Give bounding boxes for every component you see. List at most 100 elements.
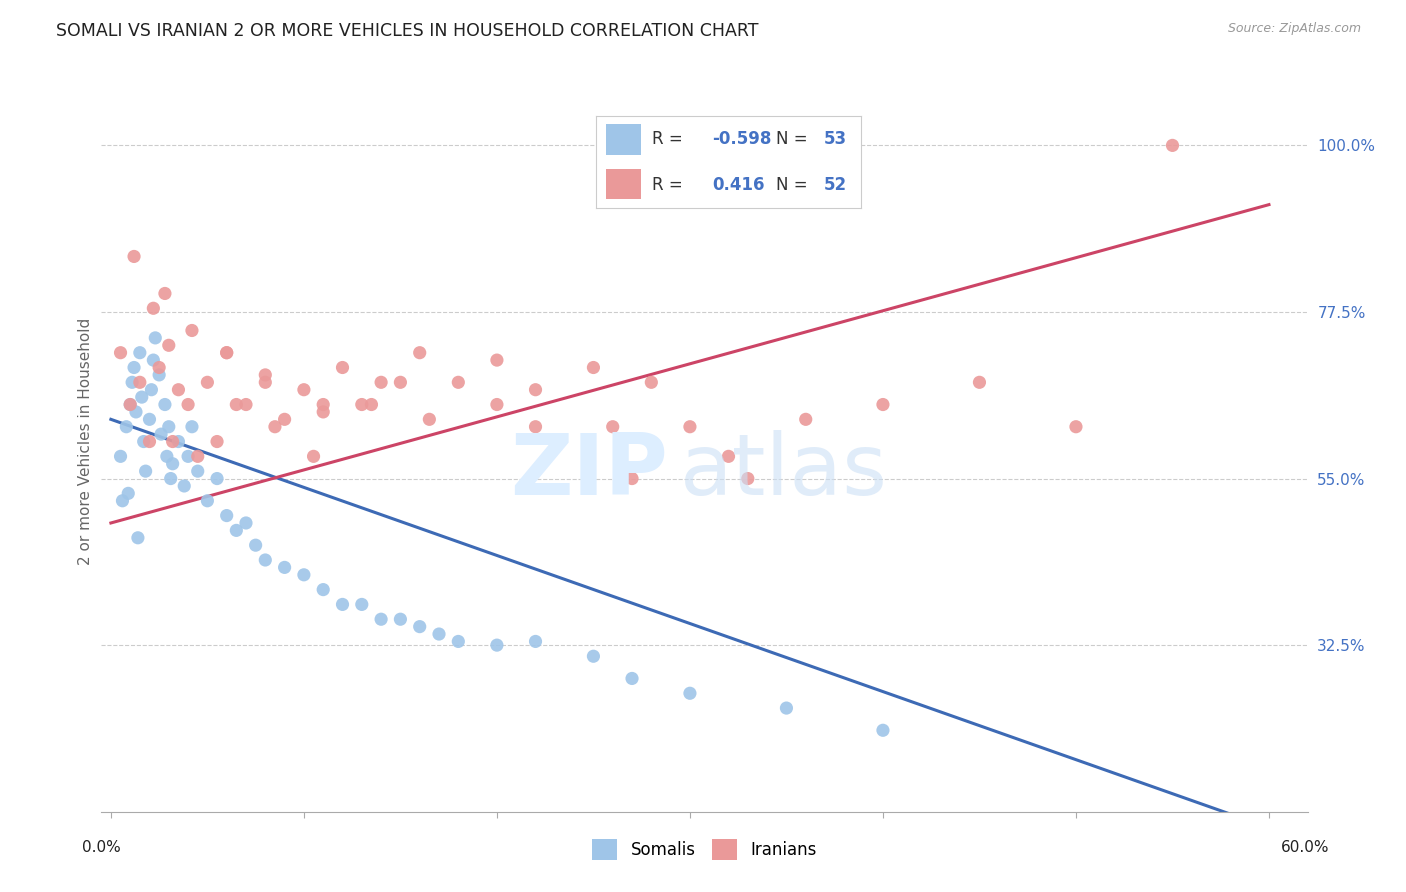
Point [332, 360, 354, 375]
Legend: Somalis, Iranians: Somalis, Iranians [585, 832, 824, 866]
Point [264, 419, 287, 434]
Point [215, 345, 238, 359]
Point [110, 450, 132, 464]
Point [360, 398, 382, 412]
Point [370, 612, 392, 626]
Point [143, 331, 166, 345]
Point [225, 524, 247, 538]
Point [737, 472, 759, 486]
Point [138, 434, 160, 449]
Point [389, 612, 412, 626]
Point [156, 450, 179, 464]
Point [142, 301, 165, 316]
Point [794, 412, 817, 426]
Point [128, 376, 150, 390]
Text: Source: ZipAtlas.com: Source: ZipAtlas.com [1227, 22, 1361, 36]
Point [485, 353, 508, 368]
Point [312, 398, 335, 412]
Point [872, 398, 894, 412]
Point [153, 398, 176, 412]
Point [162, 457, 184, 471]
Point [122, 250, 145, 264]
Text: atlas: atlas [681, 430, 889, 513]
Point [141, 383, 163, 397]
Point [409, 345, 432, 359]
Point [111, 493, 134, 508]
Point [157, 419, 180, 434]
Point [120, 398, 142, 412]
Point [187, 450, 209, 464]
Point [350, 598, 373, 612]
Point [197, 376, 219, 390]
Point [1064, 419, 1087, 434]
Point [117, 486, 139, 500]
Point [485, 398, 508, 412]
Point [138, 412, 160, 426]
Point [621, 472, 644, 486]
Point [142, 353, 165, 368]
Y-axis label: 2 or more Vehicles in Household: 2 or more Vehicles in Household [77, 318, 93, 566]
Point [582, 360, 605, 375]
Point [150, 427, 173, 442]
Point [582, 649, 605, 664]
Point [370, 376, 392, 390]
Point [389, 376, 412, 390]
Point [181, 324, 204, 338]
Point [254, 553, 277, 567]
Point [447, 376, 470, 390]
Point [205, 472, 228, 486]
Point [167, 434, 190, 449]
Point [302, 450, 325, 464]
Point [127, 531, 149, 545]
Point [524, 383, 547, 397]
Point [157, 338, 180, 352]
Point [131, 390, 153, 404]
Point [485, 638, 508, 652]
Point [135, 464, 157, 478]
Point [177, 450, 200, 464]
Point [245, 538, 267, 552]
Point [173, 479, 195, 493]
Point [409, 620, 432, 634]
Point [273, 560, 295, 574]
Point [215, 508, 238, 523]
Point [148, 360, 170, 375]
Point [427, 627, 450, 641]
Point [153, 286, 176, 301]
Point [447, 634, 470, 648]
Point [350, 398, 373, 412]
Point [215, 345, 238, 359]
Point [312, 405, 335, 419]
Point [122, 360, 145, 375]
Point [254, 368, 277, 382]
Point [235, 398, 257, 412]
Point [679, 419, 702, 434]
Point [524, 634, 547, 648]
Point [181, 419, 204, 434]
Text: 0.0%: 0.0% [82, 840, 121, 855]
Point [1161, 138, 1184, 153]
Point [418, 412, 440, 426]
Point [254, 376, 277, 390]
Point [120, 398, 142, 412]
Point [197, 493, 219, 508]
Point [205, 434, 228, 449]
Point [110, 345, 132, 359]
Point [273, 412, 295, 426]
Point [187, 464, 209, 478]
Point [332, 598, 354, 612]
Point [162, 434, 184, 449]
Point [115, 419, 138, 434]
Point [602, 419, 624, 434]
Point [177, 398, 200, 412]
Text: 60.0%: 60.0% [1281, 840, 1329, 855]
Point [125, 405, 148, 419]
Point [292, 567, 315, 582]
Text: ZIP: ZIP [510, 430, 668, 513]
Text: SOMALI VS IRANIAN 2 OR MORE VEHICLES IN HOUSEHOLD CORRELATION CHART: SOMALI VS IRANIAN 2 OR MORE VEHICLES IN … [56, 22, 759, 40]
Point [775, 701, 797, 715]
Point [872, 723, 894, 738]
Point [621, 672, 644, 686]
Point [128, 345, 150, 359]
Point [159, 472, 181, 486]
